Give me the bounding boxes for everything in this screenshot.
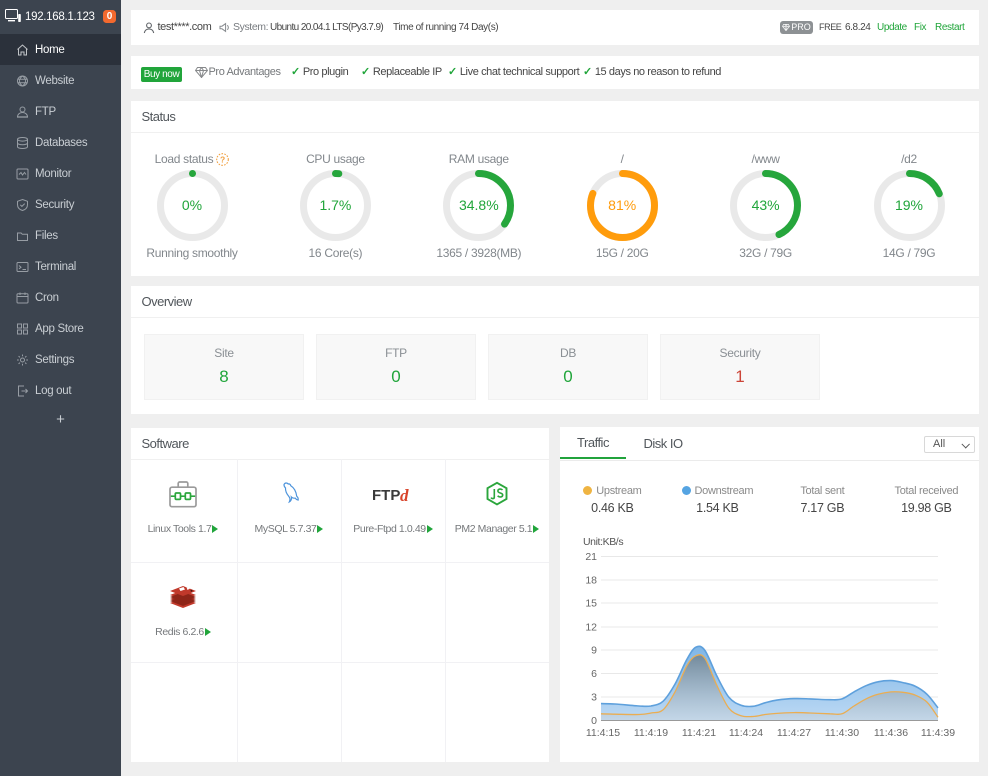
svg-text:11:4:15: 11:4:15: [586, 727, 620, 739]
svg-text:9: 9: [591, 645, 597, 657]
svg-text:FTP: FTP: [372, 487, 400, 504]
svg-text:6: 6: [591, 668, 597, 680]
svg-text:?: ?: [220, 154, 225, 164]
svg-text:11:4:21: 11:4:21: [682, 727, 716, 739]
svg-text:d: d: [400, 486, 409, 505]
svg-text:15: 15: [585, 598, 597, 610]
svg-text:21: 21: [585, 551, 597, 563]
svg-text:11:4:27: 11:4:27: [777, 727, 811, 739]
svg-text:11:4:36: 11:4:36: [874, 727, 908, 739]
svg-text:11:4:24: 11:4:24: [729, 727, 763, 739]
svg-text:11:4:19: 11:4:19: [634, 727, 668, 739]
svg-text:12: 12: [585, 622, 597, 634]
svg-text:3: 3: [591, 692, 597, 704]
svg-text:18: 18: [585, 575, 597, 587]
svg-text:11:4:39: 11:4:39: [921, 727, 955, 739]
svg-text:11:4:30: 11:4:30: [825, 727, 859, 739]
svg-text:0: 0: [591, 715, 597, 727]
